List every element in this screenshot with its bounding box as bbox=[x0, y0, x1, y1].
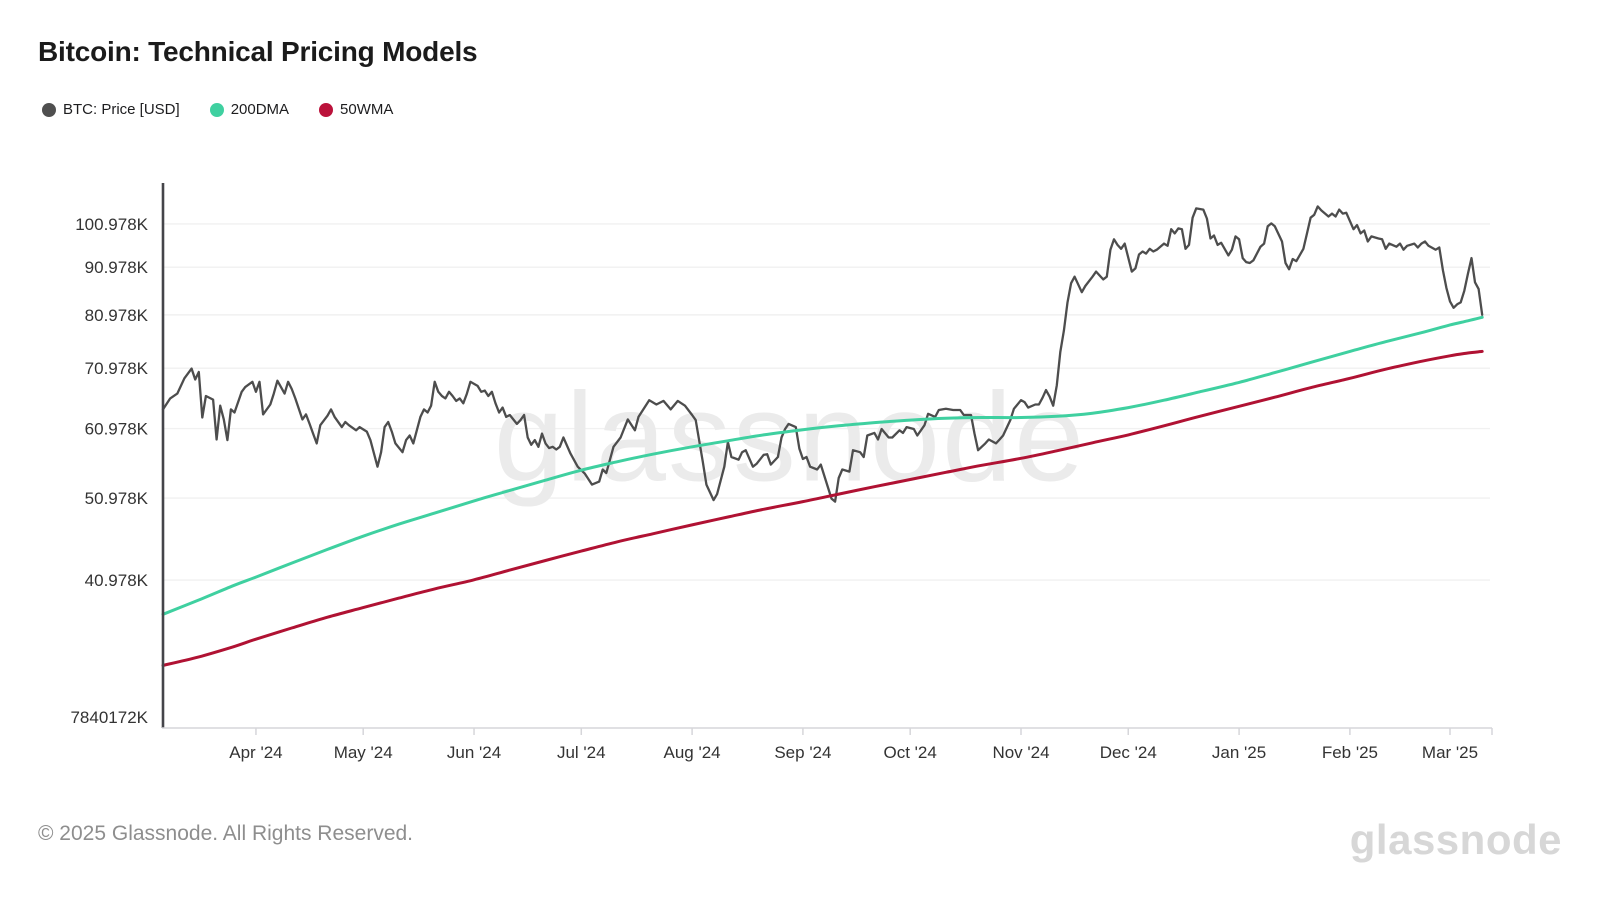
y-tick-label: 90.978K bbox=[85, 258, 149, 277]
legend-label-50wma: 50WMA bbox=[340, 101, 394, 118]
x-tick-label: Mar '25 bbox=[1422, 743, 1478, 762]
x-tick-label: Feb '25 bbox=[1322, 743, 1378, 762]
x-tick-label: Oct '24 bbox=[884, 743, 937, 762]
legend-item-btc-price[interactable]: BTC: Price [USD] bbox=[42, 101, 180, 118]
x-tick-label: Dec '24 bbox=[1100, 743, 1157, 762]
glassnode-watermark: glassnode bbox=[494, 367, 1086, 508]
series-line-btc-price bbox=[161, 205, 1484, 503]
y-tick-label: 60.978K bbox=[85, 420, 149, 439]
x-tick-label: Aug '24 bbox=[664, 743, 721, 762]
x-tick-label: Jun '24 bbox=[447, 743, 501, 762]
legend-item-200dma[interactable]: 200DMA bbox=[209, 101, 290, 118]
dma-dot-icon bbox=[209, 102, 224, 117]
x-tick-label: Nov '24 bbox=[992, 743, 1049, 762]
x-tick-label: Jan '25 bbox=[1212, 743, 1266, 762]
legend-label-btc-price: BTC: Price [USD] bbox=[63, 101, 180, 118]
chart-legend: BTC: Price [USD] 200DMA 50WMA bbox=[42, 101, 393, 118]
y-tick-label: 40.978K bbox=[85, 571, 149, 590]
y-tick-label: 70.978K bbox=[85, 359, 149, 378]
legend-label-200dma: 200DMA bbox=[230, 101, 290, 118]
y-tick-label: 80.978K bbox=[85, 306, 149, 325]
copyright-text: © 2025 Glassnode. All Rights Reserved. bbox=[38, 822, 414, 845]
page-title: Bitcoin: Technical Pricing Models bbox=[38, 36, 478, 67]
wma-dot-icon bbox=[319, 102, 334, 117]
glassnode-brand-logo: glassnode bbox=[1349, 816, 1562, 863]
y-tick-label: 100.978K bbox=[75, 215, 148, 234]
x-tick-label: May '24 bbox=[334, 743, 393, 762]
series-line-50wma bbox=[161, 349, 1484, 667]
x-tick-label: Apr '24 bbox=[229, 743, 282, 762]
x-tick-label: Sep '24 bbox=[774, 743, 831, 762]
x-tick-label: Jul '24 bbox=[557, 743, 606, 762]
legend-item-50wma[interactable]: 50WMA bbox=[319, 101, 393, 118]
y-axis-bottom-label: 7840172K bbox=[70, 708, 148, 727]
btc-price-dot-icon bbox=[42, 102, 56, 117]
y-tick-label: 50.978K bbox=[85, 489, 149, 508]
series-line-200dma bbox=[161, 315, 1484, 616]
